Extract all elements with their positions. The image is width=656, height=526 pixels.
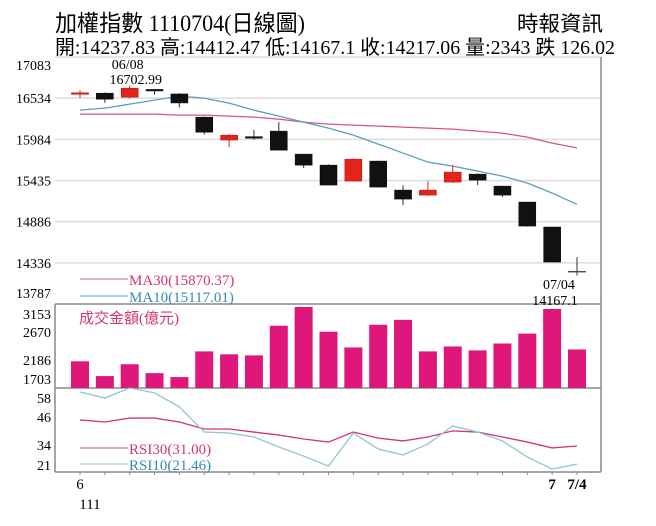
candle-body [170,93,189,104]
volume-bar [543,308,562,388]
rsi30-legend-label: RSI30(31.00) [129,442,211,458]
candle-body [468,173,487,181]
candle-body [245,136,263,139]
volume-bar [344,347,363,388]
candle-body [270,130,288,151]
candle-body [195,116,213,133]
candle-body [294,153,313,166]
price-axis-tick-label: 13787 [16,287,51,302]
volume-bar [95,376,114,388]
volume-bar [71,361,89,388]
volume-bar [195,351,214,388]
rsi10-line [79,387,578,470]
volume-bar [220,354,239,388]
volume-bar [568,349,586,388]
volume-axis-tick-label: 3153 [23,308,51,323]
candle-body [369,160,387,188]
rsi30-line [79,417,578,449]
candle-body [518,201,537,227]
candle-body [543,226,561,263]
candle-body [493,185,512,196]
volume-bar [120,364,139,388]
rsi-axis-tick-label: 21 [37,459,51,474]
volume-bar [294,307,313,388]
volume-bar [269,325,288,388]
price-axis-tick-label: 14886 [16,216,51,231]
candle-body [145,89,164,92]
ma30-line [80,113,578,149]
candle-body [444,171,462,183]
ma10-line [79,95,578,205]
high-annotation-value: 16702.99 [109,73,162,88]
source-label: 時報資訊 [517,12,603,36]
volume-bar [518,333,537,388]
grid-layer [54,56,602,475]
price-axis-tick-label: 16534 [16,92,51,107]
candle-body [394,189,412,200]
x-axis-label: 7/4 [567,477,587,493]
volume-bar [145,373,164,388]
high-annotation-date: 06/08 [112,58,144,73]
candle-body [96,92,114,100]
ma30-legend-label: MA30(15870.37) [129,273,234,289]
price-axis-tick-label: 15435 [16,175,51,190]
x-axis-label: 7 [548,477,556,493]
volume-axis-tick-label: 2186 [23,354,51,369]
x-axis-label: 6 [76,477,84,493]
candle-body [419,189,437,196]
candle-body [344,158,363,182]
price-summary: 開:14237.83 高:14412.47 低:14167.1 收:14217.… [55,36,615,59]
candle-body [319,164,338,186]
volume-axis-tick-label: 1703 [23,373,51,388]
price-axis-tick-label: 17083 [16,59,51,74]
rsi10-legend-label: RSI10(21.46) [129,458,211,474]
volume-bar [493,343,512,388]
rsi-axis-tick-label: 46 [37,411,51,426]
volume-axis-tick-label: 2670 [23,326,51,341]
candle-body [120,87,139,98]
low-annotation-value: 14167.1 [532,294,578,309]
volume-bar [394,319,413,388]
volume-title: 成交金額(億元) [79,309,179,327]
price-axis-tick-label: 15984 [16,133,51,148]
volume-bar [443,346,462,388]
volume-bar [369,324,388,388]
labels-layer: 17083 16534 15984 15435 14886 14336 13787 3153 2… [16,58,587,513]
low-annotation-date: 07/04 [543,278,575,293]
chart-title: 加權指數 1110704(日線圖) [55,11,305,36]
candle-body [71,92,89,95]
volume-bar [418,351,437,388]
volume-bar [319,331,338,388]
candle-body [220,134,238,141]
volume-bar [170,377,189,388]
rsi-axis-tick-label: 34 [37,439,51,454]
x-axis-year-label: 111 [79,497,100,513]
volume-bar [468,350,487,388]
price-axis-tick-label: 14336 [16,257,51,272]
rsi-axis-tick-label: 58 [37,392,51,407]
plot-layer [71,85,586,470]
volume-bar [244,355,263,388]
ma10-legend-label: MA10(15117.01) [129,290,234,306]
